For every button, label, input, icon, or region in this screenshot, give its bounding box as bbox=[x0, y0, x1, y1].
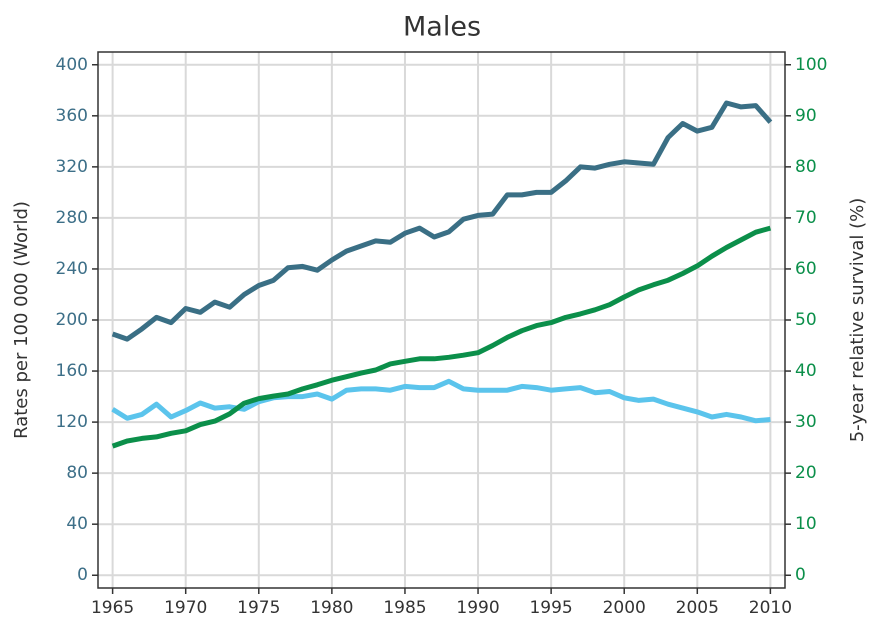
y-tick-label: 400 bbox=[56, 55, 88, 75]
y-tick-label: 0 bbox=[77, 565, 88, 585]
y-tick-label: 200 bbox=[56, 310, 88, 330]
x-tick-label: 1965 bbox=[91, 598, 134, 618]
data-line bbox=[111, 100, 773, 342]
y2-tick-label: 10 bbox=[795, 514, 817, 534]
y2-tick-label: 80 bbox=[795, 157, 817, 177]
y2-tick-label: 40 bbox=[795, 361, 817, 381]
y2-tick-label: 90 bbox=[795, 106, 817, 126]
y-tick-label: 320 bbox=[56, 157, 88, 177]
y2-tick-label: 0 bbox=[795, 565, 806, 585]
x-tick-label: 2000 bbox=[603, 598, 646, 618]
y-axis-label: Rates per 100 000 (World) bbox=[11, 201, 32, 439]
x-tick-label: 1970 bbox=[164, 598, 207, 618]
y2-tick-label: 30 bbox=[795, 412, 817, 432]
y-tick-label: 240 bbox=[56, 259, 88, 279]
y-tick-label: 280 bbox=[56, 208, 88, 228]
chart-title: Males bbox=[403, 12, 481, 43]
x-tick-label: 1975 bbox=[237, 598, 280, 618]
data-line bbox=[111, 225, 772, 449]
y-tick-label: 120 bbox=[56, 412, 88, 432]
y2-axis-label: 5-year relative survival (%) bbox=[847, 198, 868, 443]
x-tick-label: 2005 bbox=[676, 598, 719, 618]
y-tick-label: 360 bbox=[56, 106, 88, 126]
y2-tick-label: 70 bbox=[795, 208, 817, 228]
y-tick-label: 160 bbox=[56, 361, 88, 381]
plot-frame bbox=[97, 51, 786, 589]
x-tick-label: 1990 bbox=[456, 598, 499, 618]
y2-tick-label: 60 bbox=[795, 259, 817, 279]
y-tick-label: 80 bbox=[66, 463, 88, 483]
x-tick-label: 2010 bbox=[749, 598, 792, 618]
y2-tick-label: 20 bbox=[795, 463, 817, 483]
y2-tick-label: 50 bbox=[795, 310, 817, 330]
x-tick-label: 1985 bbox=[383, 598, 426, 618]
data-line bbox=[111, 378, 771, 424]
x-tick-label: 1995 bbox=[529, 598, 572, 618]
y-tick-label: 40 bbox=[66, 514, 88, 534]
y2-tick-label: 100 bbox=[795, 55, 827, 75]
x-tick-label: 1980 bbox=[310, 598, 353, 618]
